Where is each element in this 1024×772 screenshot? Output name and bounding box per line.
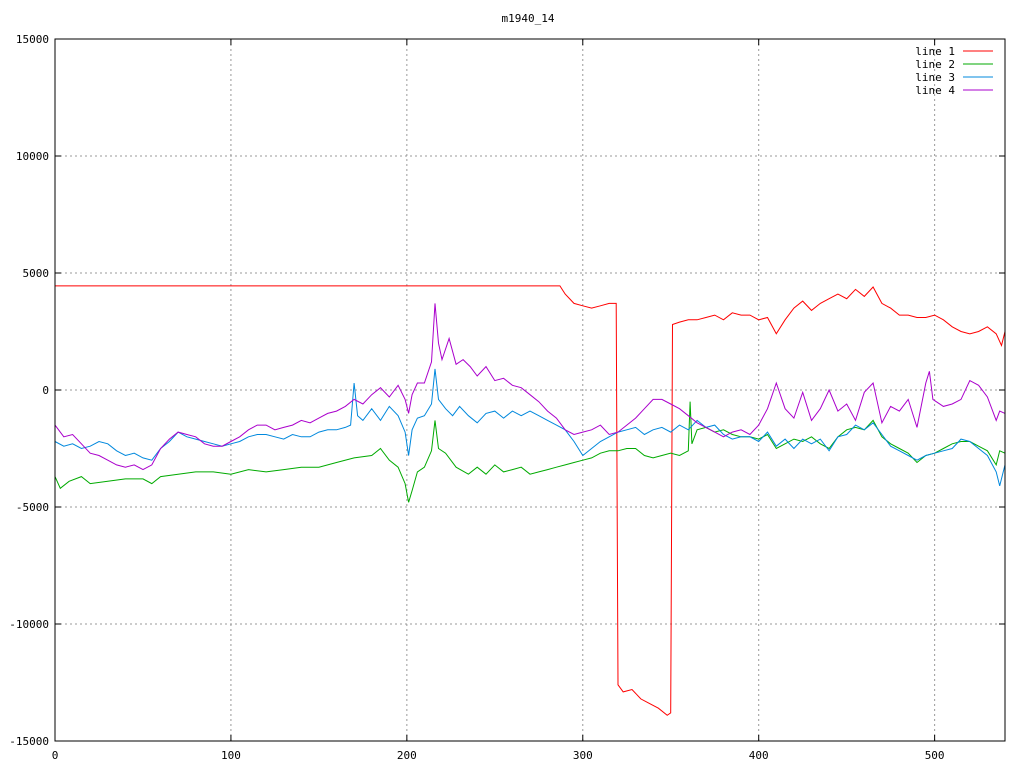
y-tick-label: -10000 (9, 618, 49, 631)
x-tick-label: 100 (221, 749, 241, 762)
legend-label: line 2 (915, 58, 955, 71)
legend-label: line 3 (915, 71, 955, 84)
x-tick-label: 500 (925, 749, 945, 762)
series-layer (54, 285, 1006, 716)
x-tick-label: 400 (749, 749, 769, 762)
y-tick-label: 10000 (16, 150, 49, 163)
series-line-1 (55, 285, 1006, 716)
x-tick-label: 0 (52, 749, 59, 762)
grid-layer (55, 39, 1005, 741)
y-tick-label: 15000 (16, 33, 49, 46)
y-tick-label: -15000 (9, 735, 49, 748)
axis-layer: 0 100 200 300 400 500 15000 10000 5000 0 -5000 -100… (9, 33, 1005, 762)
chart-title: m1940_14 (502, 12, 555, 25)
y-tick-label: 0 (42, 384, 49, 397)
series-line-2 (54, 401, 1006, 503)
y-tick-label: -5000 (16, 501, 49, 514)
legend-label: line 4 (915, 84, 955, 97)
y-tick-label: 5000 (23, 267, 50, 280)
series-line-3 (54, 368, 1006, 487)
series-line-4 (54, 303, 1006, 471)
x-tick-label: 300 (573, 749, 593, 762)
x-tick-label: 200 (397, 749, 417, 762)
legend-label: line 1 (915, 45, 955, 58)
